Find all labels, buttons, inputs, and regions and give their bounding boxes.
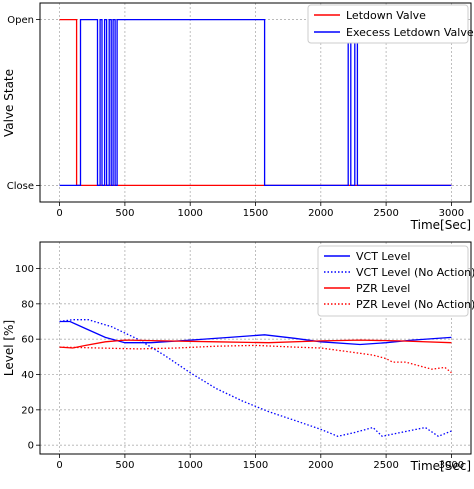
valve-y-axis-label: Valve State <box>2 69 16 137</box>
level-y-tick-label: 80 <box>21 299 34 310</box>
level-x-tick-label: 500 <box>115 460 134 471</box>
valve-x-tick-label: 0 <box>56 208 62 219</box>
valve-legend-label-letdown: Letdown Valve <box>346 9 426 22</box>
valve-y-ticks: Close Open <box>7 15 40 192</box>
valve-y-tick-label: Close <box>7 181 34 192</box>
level-y-tick-label: 100 <box>15 264 34 275</box>
level-y-tick-label: 40 <box>21 370 34 381</box>
valve-x-tick-label: 1500 <box>243 208 268 219</box>
valve-y-tick-label: Open <box>7 15 34 26</box>
level-series <box>59 319 452 438</box>
valve-legend-box <box>307 4 469 44</box>
level-x-tick-label: 1000 <box>177 460 202 471</box>
valve-x-axis-label: Time[Sec] <box>410 218 471 232</box>
level-legend: VCT Level VCT Level (No Action) PZR Leve… <box>317 245 474 317</box>
valve-series <box>59 18 452 187</box>
level-y-ticks: 0 20 40 60 80 100 <box>15 264 40 452</box>
level-x-tick-label: 0 <box>56 460 62 471</box>
level-series-pzr-level <box>59 339 452 349</box>
level-x-tick-label: 2000 <box>308 460 333 471</box>
level-legend-label-pzr-no-action: PZR Level (No Action) <box>356 298 474 311</box>
level-legend-box <box>317 245 469 317</box>
valve-x-tick-label: 2000 <box>308 208 333 219</box>
valve-series-execess-letdown-valve <box>59 18 452 187</box>
valve-x-tick-label: 500 <box>115 208 134 219</box>
level-series-vct-level-no-action <box>59 319 452 438</box>
valve-state-chart: 0 500 1000 1500 2000 2500 3000 Close Open Time[… <box>2 2 474 232</box>
level-y-tick-label: 60 <box>21 335 34 346</box>
level-series-pzr-level-no-action <box>59 344 452 374</box>
level-legend-label-vct-no-action: VCT Level (No Action) <box>356 266 474 279</box>
valve-legend: Letdown Valve Execess Letdown Valve <box>307 4 474 44</box>
level-chart: 0 500 1000 1500 2000 2500 3000 0 20 40 60 80 100 Ti… <box>2 241 474 473</box>
valve-legend-label-excess: Execess Letdown Valve <box>346 26 474 39</box>
level-series-vct-level <box>59 320 452 346</box>
level-y-tick-label: 20 <box>21 405 34 416</box>
level-legend-label-pzr: PZR Level <box>356 282 410 295</box>
valve-x-ticks: 0 500 1000 1500 2000 2500 3000 <box>56 202 464 219</box>
valve-x-tick-label: 3000 <box>439 208 464 219</box>
level-x-axis-label: Time[Sec] <box>410 459 471 473</box>
level-legend-label-vct: VCT Level <box>356 250 410 263</box>
level-x-ticks: 0 500 1000 1500 2000 2500 3000 <box>56 454 464 471</box>
valve-x-tick-label: 1000 <box>177 208 202 219</box>
level-y-tick-label: 0 <box>28 441 34 452</box>
level-x-tick-label: 2500 <box>373 460 398 471</box>
level-x-tick-label: 3000 <box>439 460 464 471</box>
valve-x-tick-label: 2500 <box>373 208 398 219</box>
level-x-tick-label: 1500 <box>243 460 268 471</box>
level-y-axis-label: Level [%] <box>2 320 16 376</box>
